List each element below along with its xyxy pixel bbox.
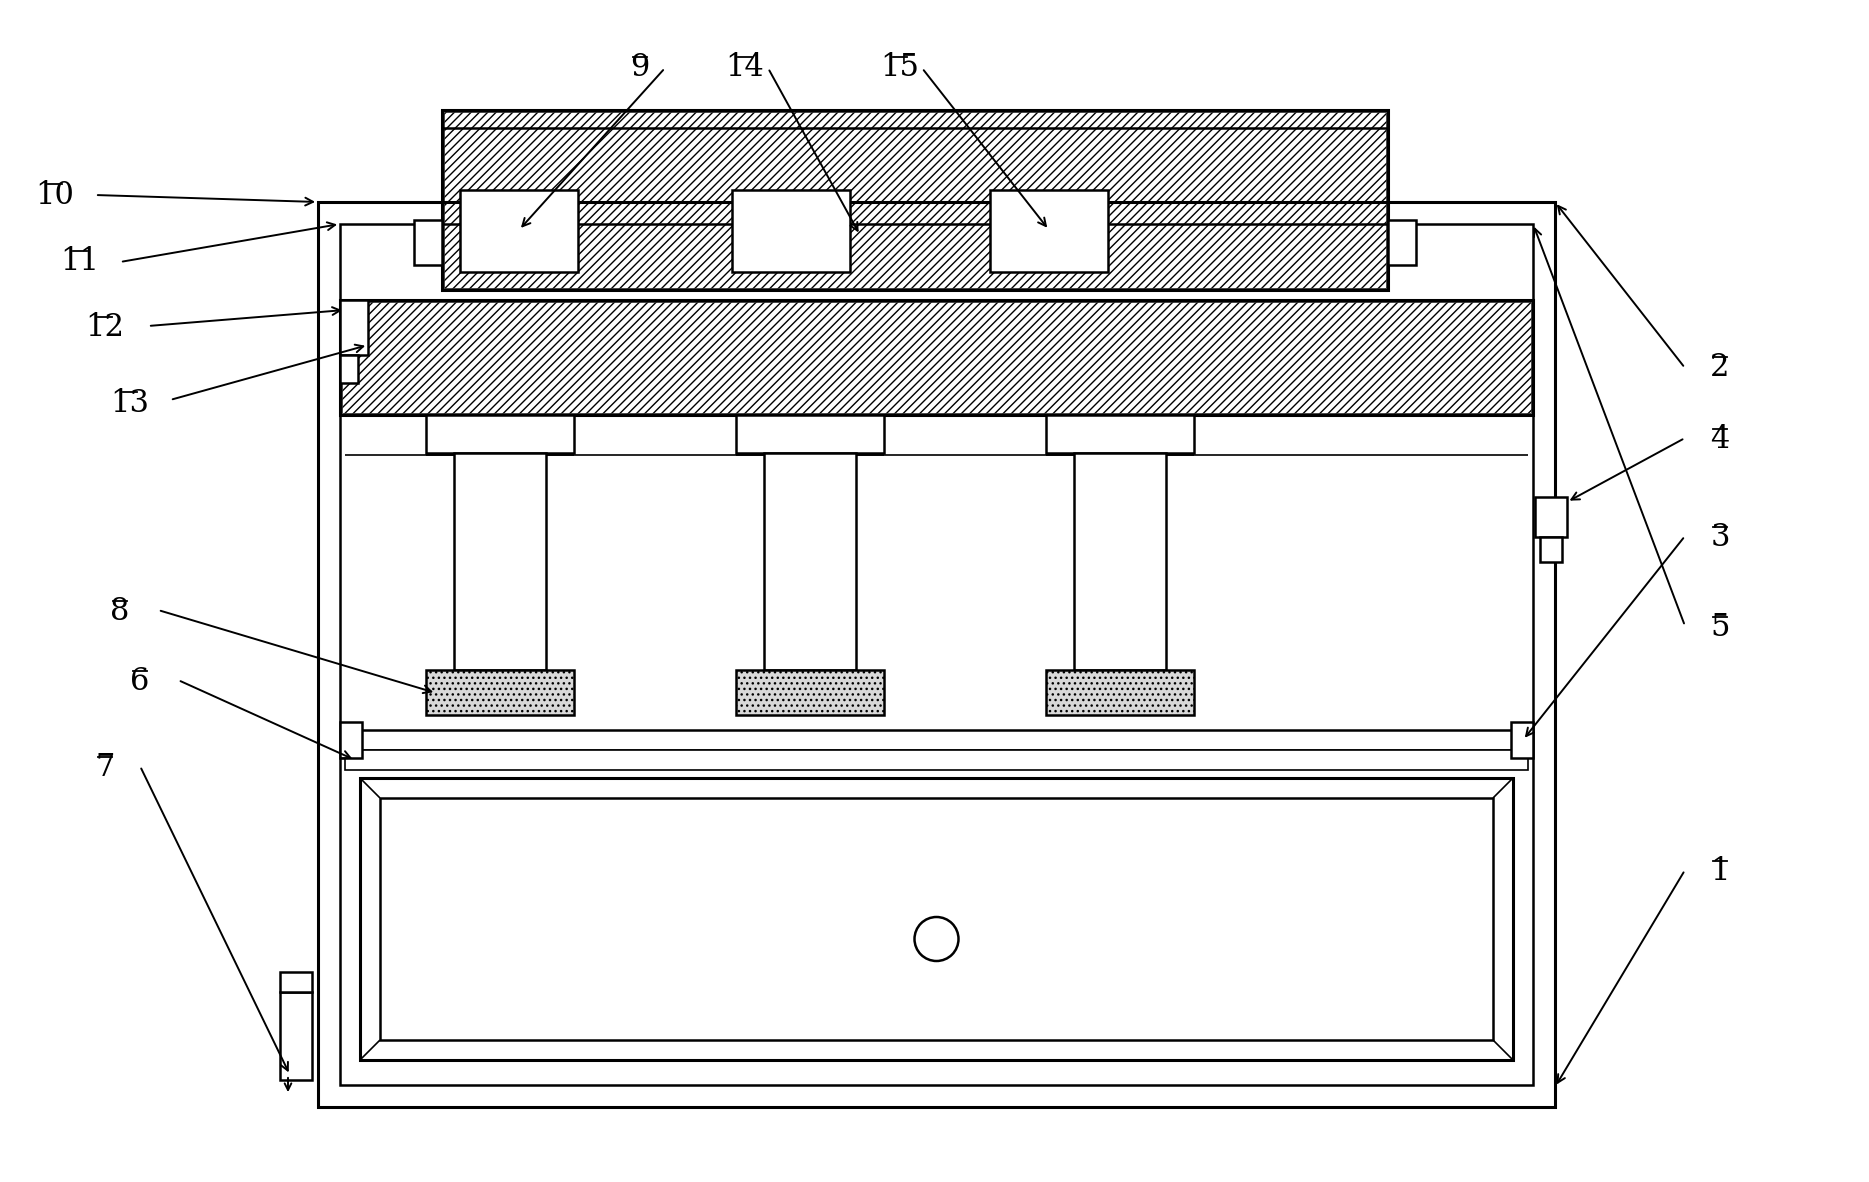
Text: 8: 8 <box>110 597 129 628</box>
Bar <box>340 300 1533 415</box>
Bar <box>1510 722 1533 758</box>
Bar <box>280 972 312 992</box>
Bar <box>1389 220 1417 265</box>
Bar <box>764 453 856 670</box>
Text: 2: 2 <box>1710 352 1729 383</box>
Text: 12: 12 <box>86 312 125 344</box>
Bar <box>379 798 1493 1040</box>
Bar <box>340 300 368 355</box>
Text: 10: 10 <box>36 180 75 210</box>
Bar <box>280 992 312 1080</box>
Text: 6: 6 <box>131 667 150 697</box>
Text: 3: 3 <box>1710 522 1729 553</box>
Bar <box>460 190 578 272</box>
Bar <box>346 751 1529 769</box>
Text: 13: 13 <box>110 388 150 418</box>
Bar <box>340 225 1533 1085</box>
Bar <box>733 190 850 272</box>
Bar <box>426 670 574 715</box>
Bar <box>1540 537 1562 561</box>
Bar <box>318 202 1555 1108</box>
Bar <box>445 112 1387 288</box>
Bar <box>454 453 546 670</box>
Bar <box>426 415 574 453</box>
Text: 5: 5 <box>1710 612 1729 643</box>
Bar <box>1075 453 1166 670</box>
Bar <box>736 670 884 715</box>
Bar <box>1534 496 1566 537</box>
Bar <box>361 778 1514 1060</box>
Bar <box>736 415 884 453</box>
Bar <box>1047 670 1194 715</box>
Text: 1: 1 <box>1710 857 1729 888</box>
Bar <box>340 722 363 758</box>
Bar <box>415 220 441 265</box>
Text: 9: 9 <box>630 52 650 84</box>
Text: 7: 7 <box>95 753 114 784</box>
Bar <box>342 301 1531 413</box>
Text: 14: 14 <box>725 52 764 84</box>
Bar <box>346 730 1529 751</box>
Bar <box>340 355 359 383</box>
Bar <box>991 190 1108 272</box>
Text: 11: 11 <box>60 247 99 278</box>
Bar <box>1047 415 1194 453</box>
Text: 15: 15 <box>880 52 920 84</box>
Text: 4: 4 <box>1710 424 1729 455</box>
Bar <box>441 110 1389 290</box>
